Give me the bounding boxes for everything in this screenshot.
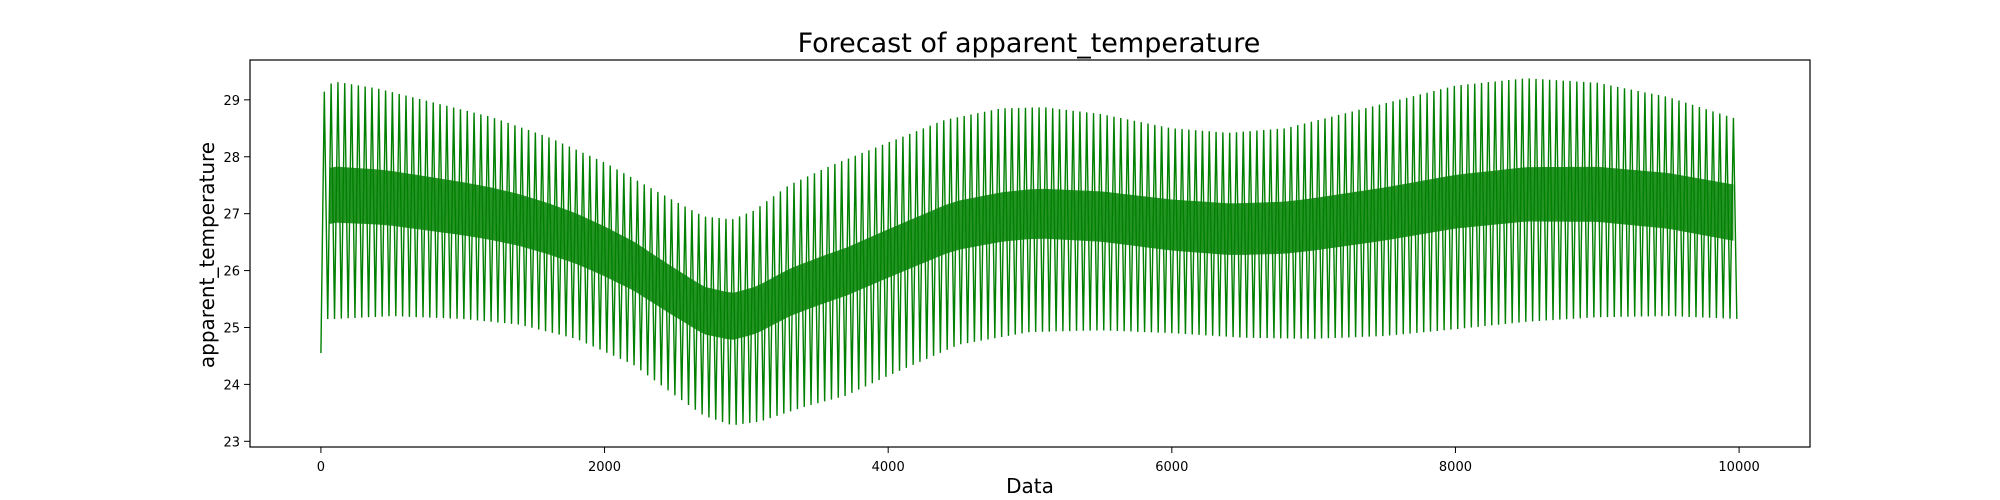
y-axis-label: apparent_temperature [195,142,219,368]
y-tick-label: 23 [223,435,240,450]
series-line [320,78,1738,425]
x-tick-label: 10000 [1718,460,1759,475]
y-tick-label: 24 [223,378,240,393]
x-axis-label: Data [1006,474,1054,498]
plot-area [320,78,1738,425]
x-tick-label: 0 [317,460,325,475]
y-axis: 23 24 25 26 27 28 29 [223,94,250,450]
y-tick-label: 28 [223,151,240,166]
x-tick-label: 8000 [1439,460,1472,475]
x-tick-label: 6000 [1155,460,1188,475]
y-tick-label: 25 [223,321,240,336]
chart-title: Forecast of apparent_temperature [798,28,1261,59]
series-dense-band [329,166,1734,340]
y-tick-label: 29 [223,94,240,109]
x-axis: 0 2000 4000 6000 8000 10000 [317,447,1760,475]
y-tick-label: 27 [223,208,240,223]
y-tick-label: 26 [223,265,240,280]
x-tick-label: 2000 [588,460,621,475]
x-tick-label: 4000 [872,460,905,475]
plot-frame [249,59,1811,448]
